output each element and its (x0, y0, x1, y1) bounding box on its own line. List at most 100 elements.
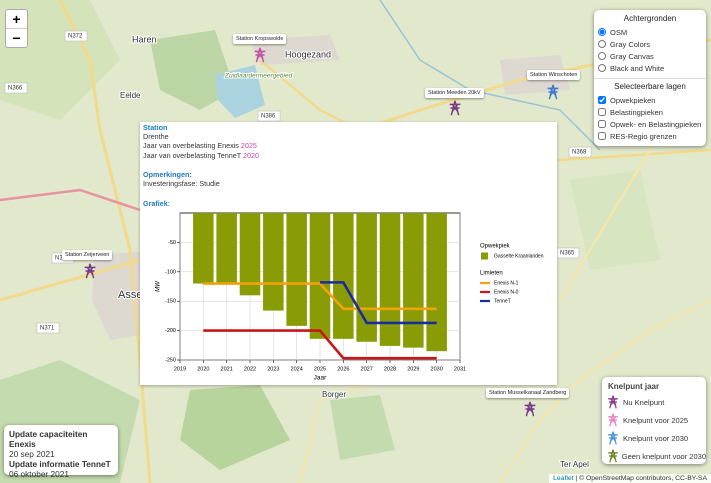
x-tick-label: 2026 (337, 366, 349, 372)
enexis-line: Jaar van overbelasting Enexis 2025 (143, 141, 257, 150)
radio-input[interactable] (598, 40, 606, 48)
station-label: Station Musselkanaal Zandberg (486, 388, 570, 398)
pylon-icon (254, 47, 266, 63)
backgrounds-list: OSM Gray Colors Gray Canvas Black and White (594, 26, 706, 74)
place-label: Hoogezand (285, 49, 331, 59)
enexis-text: Jaar van overbelasting Enexis (143, 141, 239, 150)
chart: 2019 2020 2021 2022 2023 2024 2025 2026 2027 2028… (156, 212, 544, 382)
legend-label: Knelpunt voor 2025 (623, 415, 689, 425)
pylon-icon (608, 449, 618, 463)
checkbox-input[interactable] (598, 120, 606, 128)
x-tick-label: 2019 (174, 366, 186, 372)
layer-option: Black and White (594, 62, 706, 74)
legend-item: Geen knelpunt voor 2030 (602, 447, 706, 465)
pylon-icon (84, 263, 96, 279)
zoom-in[interactable]: + (12, 11, 21, 27)
x-tick-label: 2020 (197, 366, 209, 372)
legend-icon (608, 449, 618, 463)
pylon-shape (449, 100, 461, 116)
road-shield (4, 82, 28, 94)
checkbox-input[interactable] (598, 132, 606, 140)
legend-list: Nu Knelpunt Knelpunt voor 2025 Knelpunt vo… (602, 393, 706, 465)
legend-label: Enexis N-1 (494, 280, 519, 286)
leaflet-link[interactable]: Leaflet (553, 475, 574, 482)
layer-option: Gray Canvas (594, 50, 706, 62)
road-shield (36, 322, 60, 334)
x-tick-label: 2023 (267, 366, 279, 372)
road-label: N371 (40, 326, 55, 332)
option-label: RES-Regio grenzen (610, 131, 677, 141)
checkbox-input[interactable] (598, 96, 606, 104)
x-tick-label: 2027 (361, 366, 373, 372)
road-label: N366 (8, 86, 23, 92)
layer-option: Belastingpieken (594, 106, 706, 118)
pylon-icon (608, 395, 618, 409)
radio-input[interactable] (598, 64, 606, 72)
x-tick-label: 2030 (431, 366, 443, 372)
x-tick-label: 2029 (407, 366, 419, 372)
y-tick-label: -100 (165, 269, 176, 275)
popup-heading: Station (143, 123, 168, 132)
x-tick-label: 2021 (221, 366, 233, 372)
legend-item: Knelpunt voor 2025 (602, 411, 706, 429)
farmland (0, 0, 120, 120)
enexis-update-date: 20 sep 2021 (9, 449, 55, 459)
pylon-shape (608, 431, 618, 445)
y-tick-label: -50 (168, 240, 176, 246)
option-label: Black and White (610, 63, 665, 73)
bar (403, 213, 424, 348)
pylon-shape (608, 449, 618, 463)
option-label: OSM (610, 27, 628, 37)
zoom-control: + − (5, 9, 28, 48)
zoom-out[interactable]: − (6, 28, 27, 47)
legend-label: TenneT (494, 298, 511, 304)
remarks-heading: Opmerkingen: (143, 170, 192, 179)
option-label: Gray Colors (610, 39, 651, 49)
enexis-year: 2025 (240, 141, 257, 150)
option-label: Opwek- en Belastingpieken (610, 119, 702, 129)
bar (286, 213, 307, 326)
backgrounds-title: Achtergronden (623, 14, 677, 23)
remarks: Investeringsfase: Studie (143, 179, 220, 188)
y-tick-label: -150 (165, 299, 176, 305)
road-label: N368 (572, 150, 587, 156)
pylon-shape (608, 413, 618, 427)
option-label: Opwekpieken (610, 95, 656, 105)
pylon-icon (608, 413, 618, 427)
layer-option: OSM (594, 26, 706, 38)
radio-input[interactable] (598, 52, 606, 60)
enexis-update-title: Update capaciteiten Enexis (9, 429, 88, 449)
place-label: Haren (132, 34, 157, 44)
legend-label: Knelpunt voor 2030 (623, 433, 689, 443)
bar (379, 213, 401, 346)
tennet-update-date: 06 oktober 2021 (9, 469, 69, 479)
bar (309, 213, 331, 339)
x-tick-label: 2025 (314, 366, 326, 372)
legend-icon (608, 413, 618, 427)
pylon-icon (449, 100, 461, 116)
legend-group-title: Limieten (480, 271, 503, 277)
bar (263, 213, 284, 311)
road-shield (568, 146, 592, 158)
forest (330, 395, 395, 460)
pylon-icon (608, 431, 618, 445)
forest (150, 30, 235, 110)
pylon-shape (547, 84, 559, 100)
y-tick-label: -200 (165, 328, 176, 334)
legend-swatch (481, 252, 488, 260)
layer-option: RES-Regio grenzen (594, 130, 706, 142)
checkbox-input[interactable] (598, 108, 606, 116)
bar (426, 213, 447, 352)
pylon-shape (254, 47, 266, 63)
legend-label: Gasselte Kraanlanden (494, 253, 544, 259)
place-label: Eelde (120, 91, 141, 100)
bar (193, 213, 214, 284)
legend-icon (608, 431, 618, 445)
radio-input[interactable] (598, 28, 606, 36)
road-label: N372 (68, 34, 83, 40)
forest (180, 385, 290, 470)
station-label: Station Kropswolde (233, 34, 287, 44)
attribution: Leaflet | © OpenStreetMap contributors, … (549, 474, 711, 483)
tennet-text: Jaar van overbelasting TenneT (143, 151, 242, 160)
